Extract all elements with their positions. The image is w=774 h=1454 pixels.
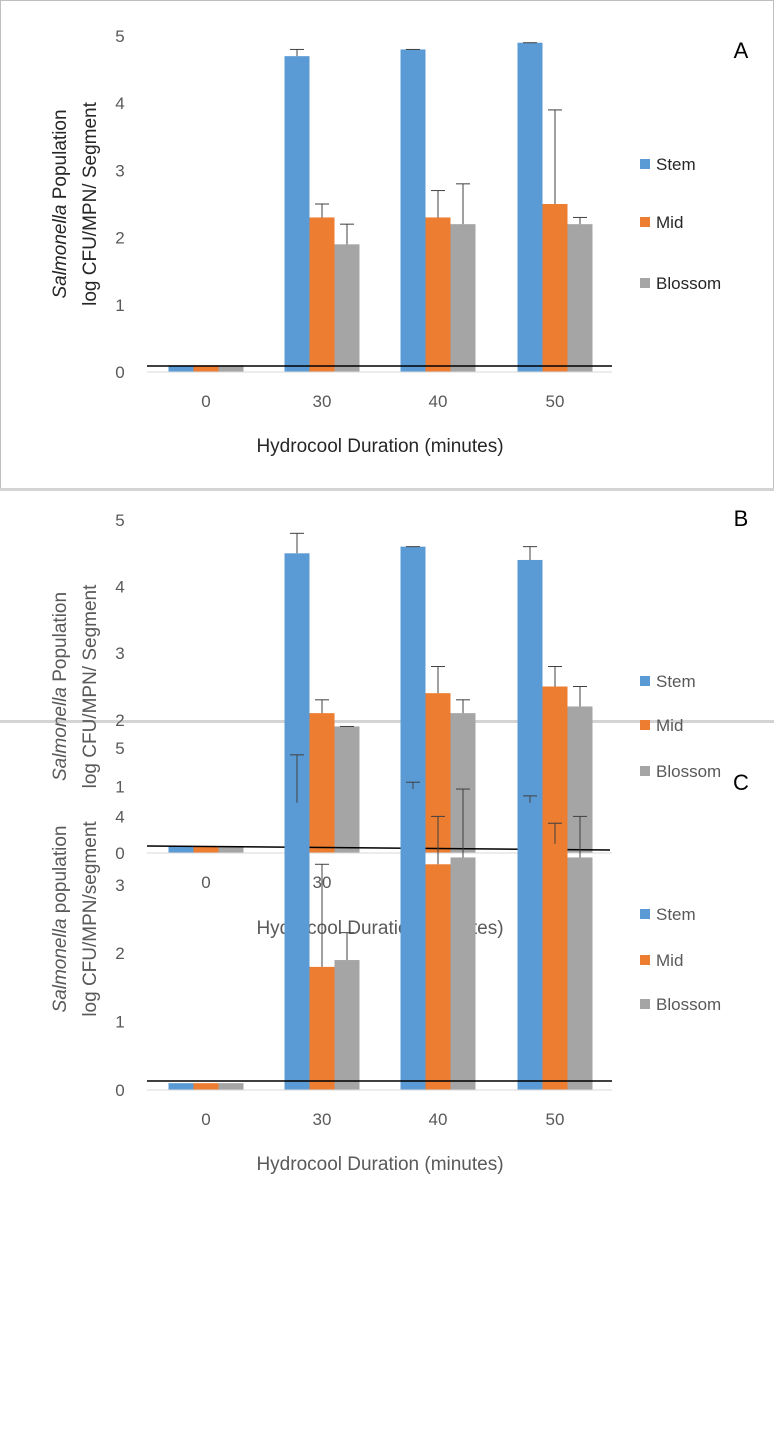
bar-mid — [542, 843, 568, 1090]
y-tick-label: 0 — [115, 844, 124, 863]
x-tick-label: 30 — [313, 392, 332, 411]
bar-blossom — [334, 244, 360, 372]
bar-blossom — [450, 224, 476, 372]
panel-divider — [0, 488, 774, 491]
bar-blossom — [218, 846, 244, 853]
bar-mid — [309, 966, 335, 1090]
y-axis-title: Salmonella Population — [50, 109, 71, 298]
x-axis-title: Hydrocool Duration (minutes) — [256, 436, 503, 457]
chart-b: B 0 1 2 3 4 5 Salmonella Population log CFU/MPN/… — [50, 506, 748, 939]
panel-label: A — [734, 38, 749, 63]
legend-label-blossom: Blossom — [656, 995, 721, 1014]
y-tick-label: 1 — [115, 1013, 124, 1032]
bar-blossom — [334, 726, 360, 853]
panel-label: C — [733, 770, 749, 795]
bar-blossom — [450, 857, 476, 1090]
chart-c: C 0 1 2 3 4 5 Salmonella population log CFU/MPN/… — [50, 739, 749, 1175]
bar-mid — [425, 864, 451, 1090]
legend-label-stem: Stem — [656, 155, 696, 174]
bar-stem — [400, 49, 426, 372]
bar-mid — [542, 204, 568, 372]
bar-stem — [168, 365, 194, 372]
x-tick-label: 40 — [429, 1110, 448, 1129]
bar-stem — [284, 802, 310, 1090]
legend-label-mid: Mid — [656, 213, 683, 232]
x-tick-label: 40 — [429, 392, 448, 411]
y-tick-label: 5 — [115, 27, 124, 46]
bar-blossom — [334, 960, 360, 1090]
y-axis-title: Salmonella population — [50, 826, 71, 1013]
legend-swatch-stem — [640, 909, 650, 919]
legend-swatch-stem — [640, 676, 650, 686]
legend-label-stem: Stem — [656, 905, 696, 924]
bar-blossom — [567, 224, 593, 372]
bar-mid — [425, 217, 451, 372]
x-tick-label: 30 — [313, 1110, 332, 1129]
bar-stem — [400, 789, 426, 1090]
legend-swatch-mid — [640, 217, 650, 227]
legend-label-mid: Mid — [656, 951, 683, 970]
x-tick-label: 0 — [201, 392, 210, 411]
legend-swatch-blossom — [640, 278, 650, 288]
y-tick-label: 3 — [115, 876, 124, 895]
bar-blossom — [567, 857, 593, 1090]
bar-stem — [168, 846, 194, 853]
legend-swatch-blossom — [640, 999, 650, 1009]
legend-label-mid: Mid — [656, 716, 683, 735]
bar-stem — [284, 56, 310, 372]
y-tick-label: 2 — [115, 944, 124, 963]
panel-label: B — [734, 506, 749, 531]
y-tick-label: 3 — [115, 644, 124, 663]
y-tick-label: 4 — [115, 94, 124, 113]
x-tick-label: 0 — [201, 873, 210, 892]
y-axis-title-line2: log CFU/MPN/ Segment — [80, 584, 101, 789]
y-tick-label: 3 — [115, 161, 124, 180]
bar-mid — [193, 365, 219, 372]
y-axis-title: Salmonella Population — [50, 592, 71, 781]
legend-label-blossom: Blossom — [656, 274, 721, 293]
y-tick-label: 4 — [115, 578, 124, 597]
y-axis-title-line2: log CFU/MPN/ Segment — [80, 101, 101, 306]
legend-label-stem: Stem — [656, 672, 696, 691]
y-tick-label: 1 — [115, 777, 124, 796]
y-tick-label: 4 — [115, 807, 124, 826]
y-axis-title-line2: log CFU/MPN/segment — [80, 821, 101, 1017]
bar-mid — [309, 217, 335, 372]
bar-mid — [193, 846, 219, 853]
bar-mid — [309, 713, 335, 853]
y-tick-label: 2 — [115, 229, 124, 248]
bar-stem — [168, 1083, 194, 1090]
bar-stem — [517, 802, 543, 1090]
y-tick-label: 2 — [115, 711, 124, 730]
y-tick-label: 5 — [115, 739, 124, 758]
legend-swatch-blossom — [640, 766, 650, 776]
bar-blossom — [218, 1083, 244, 1090]
y-tick-label: 0 — [115, 363, 124, 382]
x-tick-label: 50 — [546, 1110, 565, 1129]
legend-swatch-mid — [640, 720, 650, 730]
legend-swatch-mid — [640, 955, 650, 965]
x-tick-label: 50 — [546, 392, 565, 411]
x-axis-title: Hydrocool Duration (minutes) — [256, 1154, 503, 1175]
bar-blossom — [218, 365, 244, 372]
legend-label-blossom: Blossom — [656, 762, 721, 781]
x-tick-label: 0 — [201, 1110, 210, 1129]
y-tick-label: 5 — [115, 511, 124, 530]
y-tick-label: 0 — [115, 1081, 124, 1100]
bar-stem — [517, 42, 543, 372]
bar-mid — [193, 1083, 219, 1090]
legend-swatch-stem — [640, 159, 650, 169]
chart-a: A 0 1 2 3 4 5 Salmonella Population log CFU/MPN/… — [50, 27, 749, 457]
panel-divider — [0, 720, 774, 723]
y-tick-label: 1 — [115, 296, 124, 315]
